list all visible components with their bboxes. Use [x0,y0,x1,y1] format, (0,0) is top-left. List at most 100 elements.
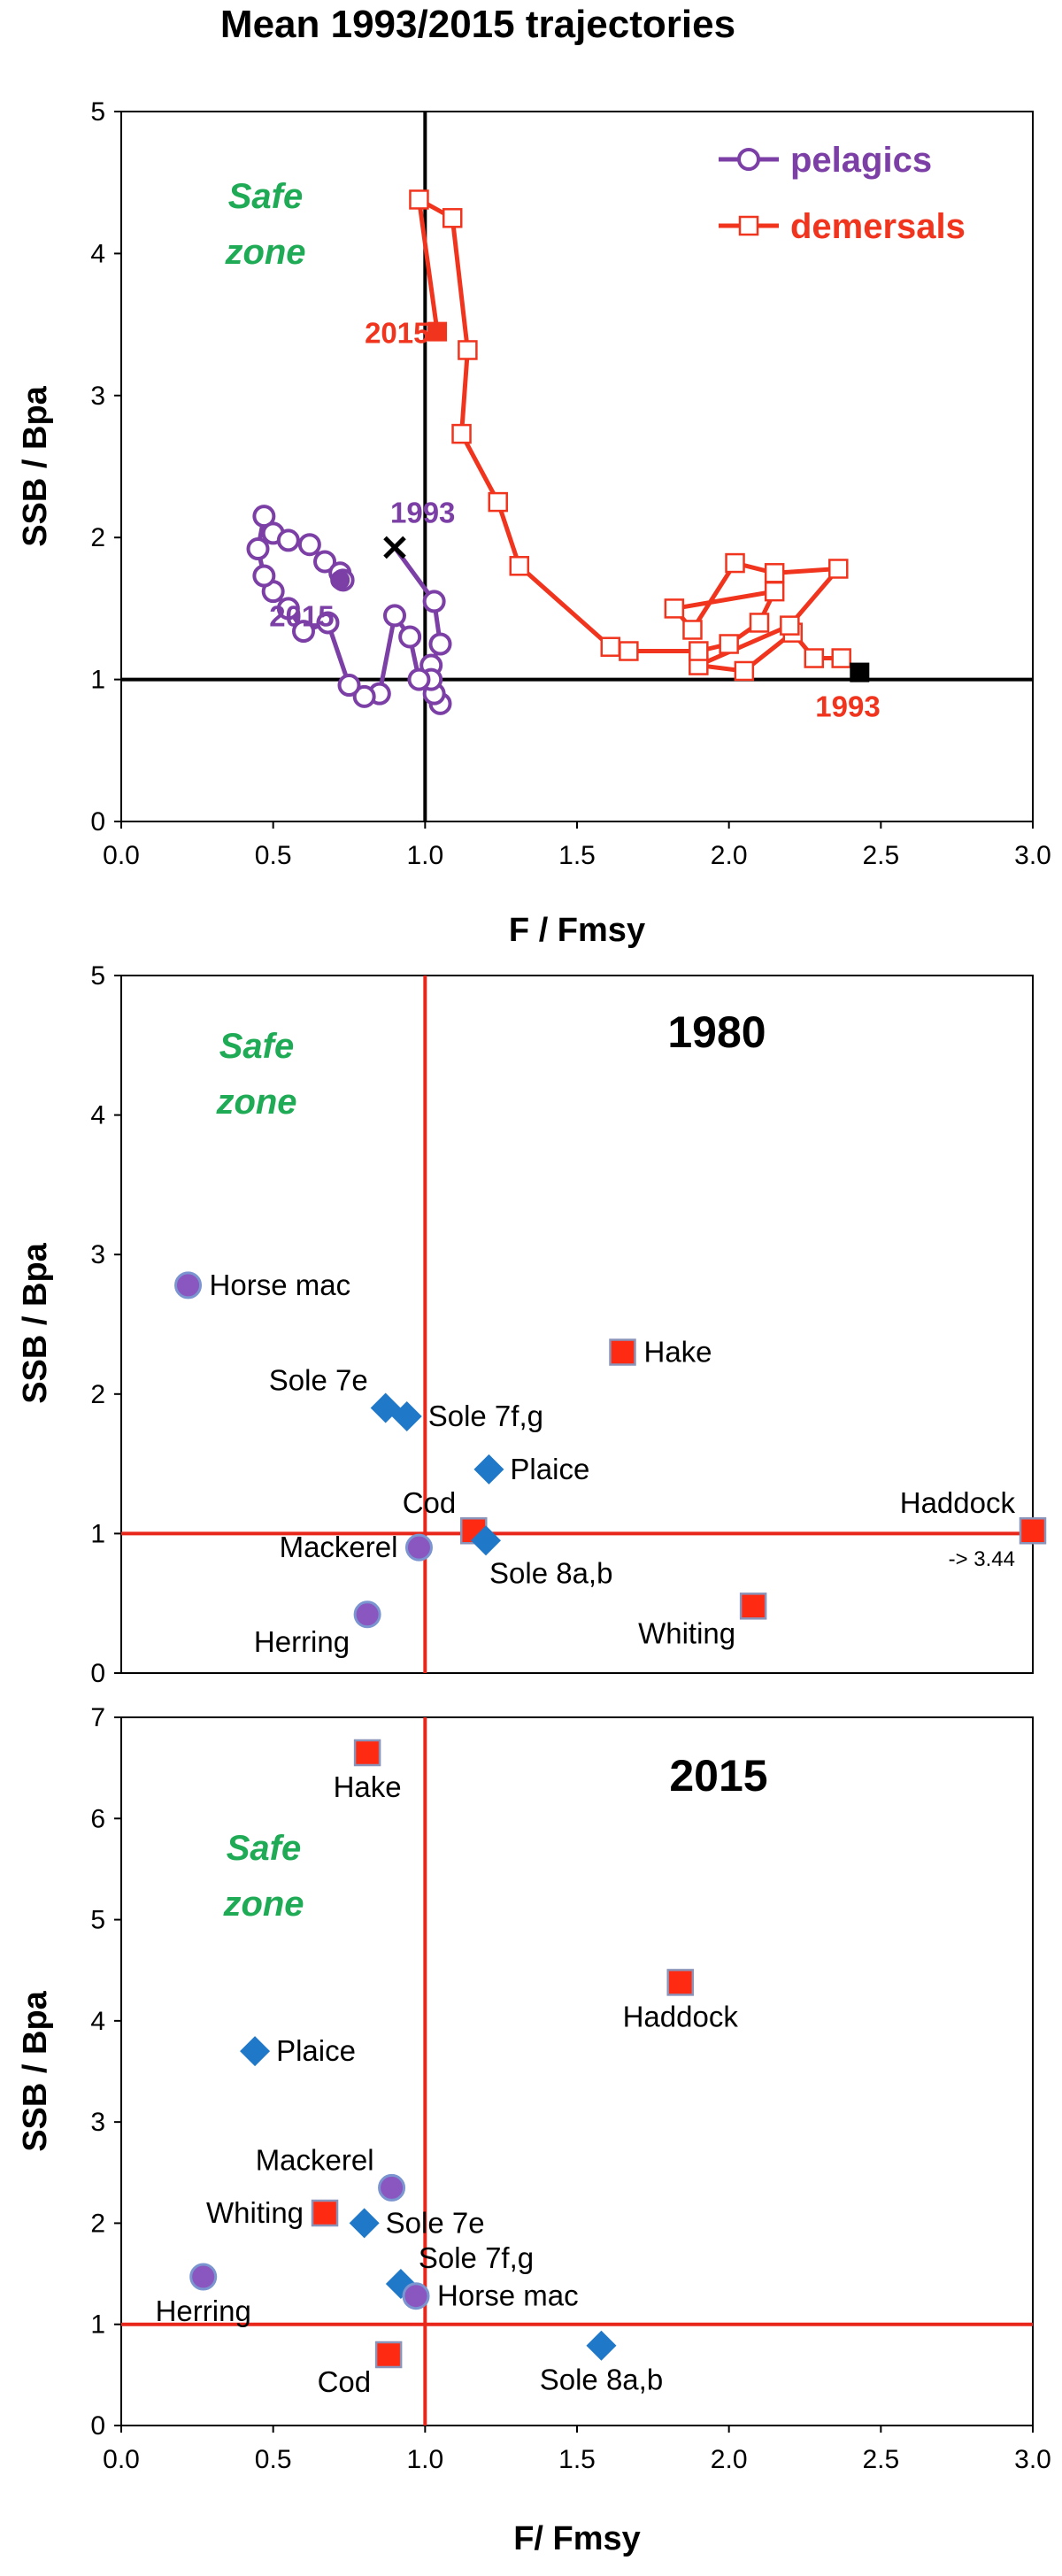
stock-label: Herring [254,1625,350,1658]
y-tick-label: 4 [90,239,105,268]
stock-note: -> 3.44 [949,1547,1015,1571]
y-tick-label: 2 [90,2209,105,2238]
y-tick-label: 7 [90,1703,105,1732]
stock-label: Sole 7e [386,2206,485,2239]
x-tick-label: 0.5 [255,841,292,870]
pelagic-point-marker [398,625,422,649]
pelagic-stock-marker [402,2282,430,2310]
safe-zone-label: zone [224,233,305,272]
x-tick-label: 1.5 [558,841,596,870]
endpoint-circle-marker [330,570,350,590]
demersal-stock-marker [666,1969,694,1996]
demersal-stock-marker [1019,1516,1047,1545]
y-tick-label: 4 [90,1101,105,1130]
y-tick-label: 3 [90,1240,105,1269]
stock-label: Mackerel [280,1531,398,1563]
demersal-point-marker [764,581,785,602]
demersal-point-marker [804,648,825,668]
demersal-point-marker [749,613,770,633]
pelagic-point-marker [316,611,340,635]
x-tick-label: 2.0 [711,841,748,870]
safe-zone-label: Safe [219,1027,295,1066]
stock-label: Horse mac [437,2279,579,2312]
pelagic-stock-marker [404,1533,433,1562]
y-tick-label: 3 [90,382,105,411]
x-axis-label: F / Fmsy [509,912,645,949]
y-axis-label: SSB / Bpa [17,385,54,546]
pelagic-point-marker [292,620,315,644]
stock-label: Horse mac [210,1269,351,1301]
safe-zone-label: zone [215,1083,296,1122]
pelagics-end-year: 2015 [269,599,334,632]
scatter-panel-1980: 0 1 2 3 4 5 SSB / Bpa Safe zone 1980 Horse mac Hake… [17,961,1047,1688]
x-tick-label: 0.0 [103,2445,140,2474]
demersal-point-marker [458,340,478,360]
pelagic-stock-marker [378,2173,406,2202]
demersal-point-marker [451,423,472,444]
stock-label: Cod [403,1486,457,1519]
x-tick-label: 1.0 [406,2445,443,2474]
demersal-point-marker [664,598,685,619]
demersals-trajectory-line [416,197,861,675]
stock-label: Whiting [206,2196,304,2229]
pelagic-point-marker [352,684,376,708]
demersal-point-marker [738,215,759,236]
stock-label: Whiting [638,1616,735,1649]
y-tick-label: 5 [90,97,105,127]
cross-icon [383,536,406,559]
demersals-start-year: 1993 [815,690,880,723]
y-tick-label: 0 [90,807,105,837]
safe-zone-label: Safe [228,177,304,216]
stock-label: Herring [156,2294,251,2327]
scatter-panel-2015: 0 1 2 3 4 5 6 7 0.0 0.5 1.0 1.5 2.0 2.5 3.0 F/ Fmsy SSB … [17,1703,1051,2557]
legend: pelagics demersals [719,141,966,246]
pelagic-point-marker [337,674,361,698]
y-tick-label: 2 [90,523,105,552]
demersals-end-year: 2015 [365,317,429,350]
demersal-point-marker [725,552,745,574]
pelagics-start-year: 1993 [390,496,455,528]
demersal-point-marker [831,648,851,668]
stock-label: Sole 7f,g [428,1400,543,1432]
y-axis-label: SSB / Bpa [17,1242,54,1403]
stock-label: Sole 8a,b [540,2364,663,2396]
stock-label: Hake [644,1336,712,1369]
flatfish-stock-marker [471,1525,501,1556]
endpoint-square-marker [427,321,448,342]
pelagic-point-marker [407,667,431,691]
pelagic-point-marker [276,528,300,552]
demersal-stock-marker [609,1338,636,1366]
demersal-point-marker [619,641,639,661]
stock-label: Haddock [623,2000,739,2032]
y-tick-label: 5 [90,1906,105,1935]
flatfish-stock-marker [473,1454,504,1485]
stock-label: Haddock [900,1486,1016,1519]
stock-label: Plaice [276,2034,356,2067]
x-tick-label: 3.0 [1014,841,1051,870]
x-tick-label: 2.5 [862,841,899,870]
demersal-point-marker [719,634,739,654]
flatfish-stock-marker [586,2330,617,2361]
panel-year-title: 1980 [667,1007,766,1057]
demersal-stock-marker [311,2199,339,2227]
flatfish-stock-marker [240,2036,271,2067]
demersal-point-marker [689,641,709,661]
demersal-stock-marker [739,1593,767,1620]
trajectory-panel: 0 1 2 3 4 5 0.0 0.5 1.0 1.5 2.0 2.5 3.0 F / Fmsy SSB /… [17,97,1051,949]
pelagic-stock-marker [189,2263,218,2291]
safe-zone-label: zone [222,1885,304,1924]
demersal-point-marker [780,615,800,636]
y-tick-label: 2 [90,1380,105,1409]
y-tick-label: 3 [90,2108,105,2137]
panel-year-title: 2015 [669,1751,767,1801]
pelagic-stock-marker [353,1600,381,1629]
x-axis-label: F/ Fmsy [513,2520,641,2557]
flatfish-stock-marker [391,1401,422,1432]
stock-label: Cod [318,2365,372,2398]
demersal-point-marker [764,563,785,583]
demersal-stock-marker [374,2341,403,2369]
plot-frame [120,975,1034,1674]
y-tick-label: 1 [90,666,105,695]
cross-stroke [383,536,406,559]
stock-label: Sole 7f,g [419,2241,534,2274]
